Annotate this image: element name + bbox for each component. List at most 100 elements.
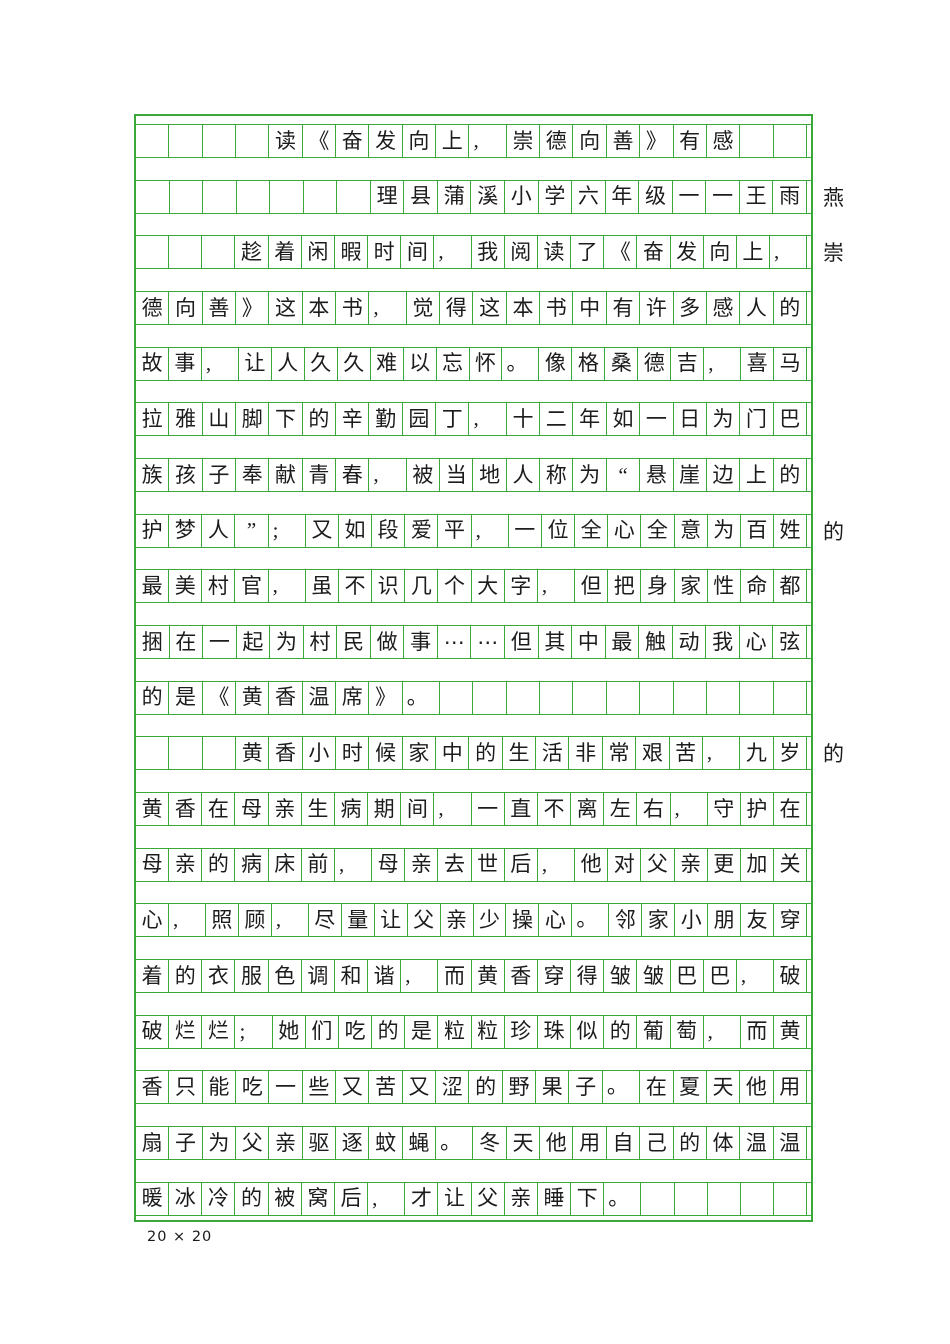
- grid-cell: 父: [236, 1127, 270, 1160]
- grid-cell: 》: [236, 292, 270, 325]
- grid-cell: 得: [440, 292, 474, 325]
- grid-cell: ,: [703, 737, 741, 770]
- grid-cell: 野: [503, 1071, 537, 1104]
- grid-cell: 当: [440, 459, 474, 492]
- grid-cell: 久: [305, 347, 338, 380]
- grid-cell: ,: [737, 960, 774, 993]
- grid-cell: 读: [538, 236, 572, 269]
- grid-cell: 大: [472, 570, 505, 603]
- grid-cell: 能: [203, 1071, 237, 1104]
- grid-cell: 不: [339, 570, 373, 603]
- grid-cell: [774, 125, 807, 157]
- grid-cell: 些: [303, 1071, 337, 1104]
- grid-cell: 。: [603, 1071, 641, 1104]
- grid-cell: 床: [269, 848, 302, 881]
- grid-cell: ,: [169, 904, 206, 937]
- grid-cell: ,: [704, 347, 742, 380]
- grid-cell: 学: [539, 180, 573, 213]
- grid-cell: 日: [674, 403, 707, 436]
- grid-cell: 马: [774, 347, 808, 380]
- grid-cell: [136, 180, 170, 213]
- grid-cell: 父: [472, 1182, 505, 1215]
- grid-cell: 睡: [538, 1182, 572, 1215]
- grid-cell: [169, 125, 203, 157]
- grid-cell: 》: [369, 681, 403, 714]
- grid-cell: 拉: [136, 403, 170, 436]
- grid-cell: ,: [434, 236, 472, 269]
- grid-cell: 黄: [236, 737, 270, 770]
- grid-cell: 间: [401, 793, 435, 826]
- grid-cell: 父: [408, 904, 441, 937]
- grid-cell: 天: [507, 1127, 541, 1160]
- grid-cell: 他: [740, 1071, 774, 1104]
- grid-cell: 山: [203, 403, 237, 436]
- grid-cell: [740, 125, 774, 157]
- grid-cell: 触: [639, 626, 673, 659]
- grid-row: 扇子为父亲驱逐蚊蝇。冬天他用自己的体温温: [136, 1126, 811, 1161]
- grid-cell: 只: [169, 1071, 203, 1104]
- grid-cell: 奋: [637, 236, 671, 269]
- grid-cell: 又: [403, 1071, 437, 1104]
- grid-cell: 让: [375, 904, 408, 937]
- grid-cell: 心: [608, 514, 642, 547]
- grid-cell: 悬: [640, 459, 674, 492]
- grid-cell: 捆: [136, 626, 170, 659]
- grid-cell: 和: [335, 960, 369, 993]
- grid-cell: 亲: [405, 848, 439, 881]
- grid-cell: 被: [269, 1182, 302, 1215]
- grid-cell: 为: [203, 1127, 237, 1160]
- grid-cell: 把: [608, 570, 642, 603]
- grid-cell: 。: [572, 904, 610, 937]
- grid-cell: [169, 236, 203, 269]
- grid-cell: 期: [368, 793, 402, 826]
- grid-cell: 向: [573, 125, 607, 157]
- grid-cell: 亲: [269, 793, 302, 826]
- grid-cell: 中: [436, 737, 470, 770]
- grid-row: 破烂烂; 她们吃的是粒粒珍珠似的葡萄, 而黄: [136, 1014, 811, 1049]
- grid-cell: 子: [169, 1127, 203, 1160]
- grid-cell: 一: [509, 514, 542, 547]
- grid-cell: 意: [675, 514, 708, 547]
- grid-cell: 加: [741, 848, 774, 881]
- grid-cell: 衣: [202, 960, 236, 993]
- grid-cell: 的: [469, 737, 503, 770]
- grid-cell: 的: [169, 960, 203, 993]
- grid-cell: 一: [673, 180, 707, 213]
- grid-cell: 己: [640, 1127, 674, 1160]
- grid-cell: 村: [304, 626, 338, 659]
- grid-cell: 生: [503, 737, 537, 770]
- grid-row: 香只能吃一些又苦又涩的野果子。在夏天他用: [136, 1070, 811, 1105]
- grid-cell: [607, 681, 641, 714]
- grid-cell: 青: [303, 459, 337, 492]
- grid-cell: 护: [741, 793, 774, 826]
- overflow-character: 的: [823, 519, 844, 544]
- grid-cell: 奋: [336, 125, 370, 157]
- grid-row: 趁着闲暇时间, 我阅读了《奋发向上, 崇: [136, 235, 844, 270]
- grid-cell: 村: [202, 570, 236, 603]
- grid-cell: 发: [671, 236, 704, 269]
- grid-cell: 的: [604, 1015, 638, 1048]
- grid-cell: 《: [604, 236, 638, 269]
- grid-cell: 我: [706, 626, 740, 659]
- grid-cell: 人: [202, 514, 236, 547]
- grid-cell: [270, 180, 304, 213]
- grid-row: 故事, 让人久久难以忘怀。像格桑德吉, 喜马: [136, 346, 811, 381]
- grid-cell: 上: [436, 125, 470, 157]
- grid-cell: 雨: [773, 180, 807, 213]
- grid-cell: 王: [740, 180, 774, 213]
- grid-cell: 的: [303, 403, 337, 436]
- grid-cell: ,: [770, 236, 808, 269]
- grid-cell: ⋯: [438, 626, 472, 659]
- grid-cell: 为: [270, 626, 304, 659]
- grid-cell: 亲: [441, 904, 474, 937]
- grid-cell: 奉: [236, 459, 270, 492]
- grid-cell: 萄: [671, 1015, 704, 1048]
- grid-row: 族孩子奉献青春, 被当地人称为 “悬崖边上的: [136, 458, 811, 493]
- grid-cell: [741, 1182, 774, 1215]
- grid-cell: 身: [641, 570, 675, 603]
- grid-cell: 园: [403, 403, 437, 436]
- grid-cell: 让: [239, 347, 272, 380]
- grid-row: 心, 照顾, 尽量让父亲少操心。邻家小朋友穿: [136, 903, 811, 938]
- grid-cell: 黄: [472, 960, 505, 993]
- grid-cell: [640, 681, 674, 714]
